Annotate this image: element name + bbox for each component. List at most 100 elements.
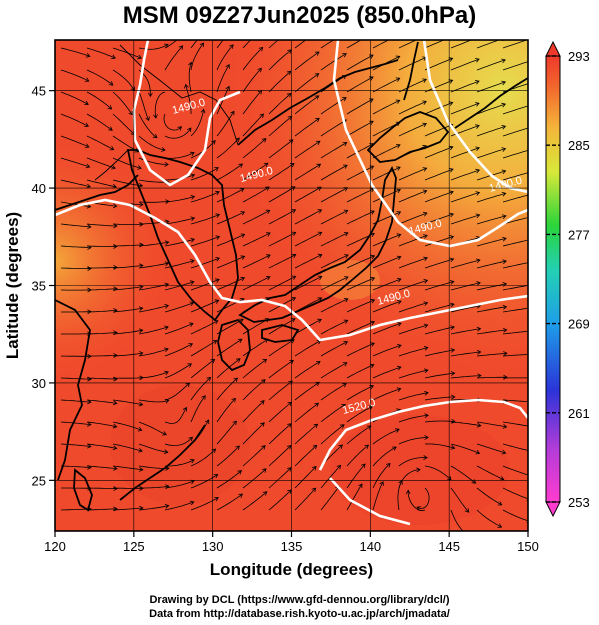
streamline	[86, 288, 118, 291]
streamline	[164, 40, 178, 49]
streamline-arrow	[113, 265, 118, 270]
streamline	[346, 321, 375, 335]
streamline	[86, 69, 114, 86]
streamline	[190, 377, 211, 401]
streamline-arrow	[190, 195, 196, 200]
streamline-arrow	[342, 142, 348, 147]
streamline-arrow	[291, 297, 297, 302]
streamline	[346, 143, 374, 159]
streamline	[268, 467, 292, 489]
streamline-arrow	[113, 353, 118, 358]
streamline	[424, 40, 445, 49]
streamline-arrow	[447, 475, 452, 481]
streamline	[372, 446, 397, 467]
streamline	[294, 487, 316, 511]
streamline-arrow	[449, 280, 455, 285]
streamline-arrow	[138, 466, 144, 472]
streamline-arrow	[164, 303, 170, 309]
streamline	[60, 267, 91, 269]
streamline	[294, 232, 322, 247]
streamline	[320, 383, 347, 401]
streamline	[320, 53, 347, 71]
streamline	[372, 366, 402, 379]
streamline	[294, 276, 322, 291]
streamline-arrow	[314, 51, 320, 56]
streamline	[320, 232, 349, 247]
streamline-arrow	[344, 276, 349, 281]
streamline	[346, 277, 375, 291]
streamline-arrow	[138, 306, 144, 312]
streamline-arrow	[343, 319, 349, 324]
streamline	[476, 81, 506, 93]
streamline	[294, 73, 319, 93]
streamline-arrow	[497, 501, 503, 506]
streamline-arrow	[450, 371, 456, 376]
streamline-arrow	[189, 322, 194, 327]
streamline-arrow	[163, 449, 169, 455]
streamline-arrow	[311, 487, 317, 493]
streamline	[424, 443, 455, 449]
streamline-arrow	[449, 190, 454, 195]
streamline	[242, 113, 264, 137]
streamline-arrow	[237, 338, 243, 343]
streamline	[268, 139, 294, 159]
streamline	[268, 70, 291, 93]
streamline	[502, 217, 528, 225]
streamline-arrow	[529, 352, 533, 356]
streamline	[138, 305, 169, 313]
streamline-arrow	[164, 240, 170, 246]
streamline-arrow	[163, 43, 169, 48]
streamline-arrow	[128, 110, 133, 116]
streamline	[372, 344, 402, 357]
streamline	[112, 307, 143, 313]
streamline	[294, 445, 317, 467]
colorbar-ticks: 293 285 277 269 261 253	[546, 49, 590, 510]
streamline-arrow	[240, 255, 246, 260]
streamline-arrow	[287, 423, 292, 428]
streamline	[416, 487, 430, 509]
streamline	[398, 437, 429, 445]
coast-sakhalin	[403, 41, 419, 101]
streamline	[60, 399, 91, 403]
streamline-arrow	[189, 500, 195, 506]
streamline-arrow	[85, 163, 91, 169]
streamline-arrow	[342, 383, 347, 388]
streamline	[86, 487, 118, 490]
streamline-arrow	[338, 444, 343, 449]
streamline-arrow	[261, 27, 265, 31]
streamline	[450, 147, 480, 159]
streamline	[242, 68, 262, 93]
streamline	[346, 299, 375, 313]
streamline	[190, 257, 220, 269]
streamline	[164, 45, 184, 71]
streamline-arrow	[314, 95, 320, 100]
streamline	[476, 215, 507, 225]
streamline	[476, 40, 501, 49]
streamline	[320, 164, 348, 181]
x-axis-label: Longitude (degrees)	[210, 560, 373, 579]
streamline	[190, 395, 206, 423]
streamline	[450, 58, 480, 71]
streamline	[268, 40, 279, 49]
streamline-arrow	[476, 422, 482, 428]
streamline	[164, 382, 190, 401]
streamline-arrow	[259, 113, 265, 119]
streamline-arrow	[449, 257, 455, 263]
streamline	[190, 448, 216, 467]
streamline	[112, 443, 143, 452]
streamline-arrow	[448, 168, 454, 173]
streamline-arrow	[475, 124, 480, 129]
streamline-arrow	[264, 318, 270, 323]
streamline	[112, 377, 144, 379]
streamline	[242, 47, 263, 71]
streamline	[164, 436, 193, 447]
streamline-arrow	[423, 234, 428, 239]
streamline	[424, 420, 455, 423]
streamline-arrow	[137, 54, 143, 60]
streamline	[164, 152, 195, 159]
colorbar: 293 285 277 269 261 253	[545, 40, 590, 518]
streamline-arrow	[312, 444, 318, 450]
streamline-arrow	[189, 151, 195, 157]
streamline	[502, 61, 528, 71]
streamline-arrow	[207, 26, 211, 30]
